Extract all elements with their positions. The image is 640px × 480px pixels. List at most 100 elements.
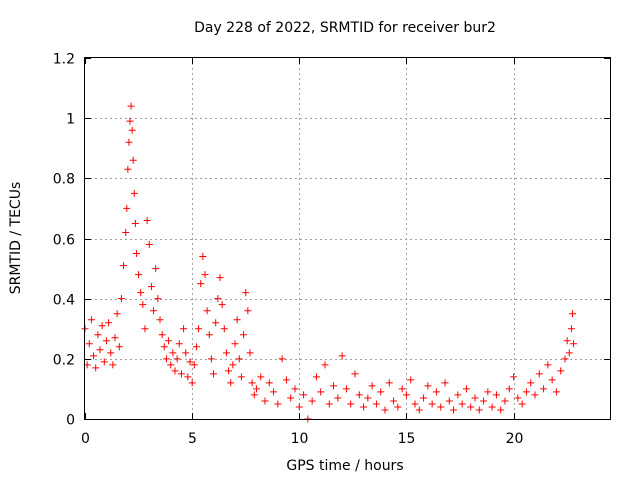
data-point (201, 271, 209, 279)
data-point (233, 316, 241, 324)
data-point (492, 391, 500, 399)
data-point (535, 370, 543, 378)
data-point (342, 385, 350, 393)
data-point (274, 400, 282, 408)
data-point (420, 394, 428, 402)
data-point (237, 373, 245, 381)
data-point (158, 331, 166, 339)
data-points (81, 102, 578, 423)
data-point (246, 349, 254, 357)
data-point (229, 361, 237, 369)
data-point (317, 388, 325, 396)
data-point (510, 373, 518, 381)
data-point (135, 271, 143, 279)
data-point (287, 394, 295, 402)
y-tick-label: 0 (66, 413, 75, 429)
data-point (265, 379, 273, 387)
data-point (145, 241, 153, 249)
data-point (364, 394, 372, 402)
data-point (147, 283, 155, 291)
data-point (398, 385, 406, 393)
data-point (454, 391, 462, 399)
data-point (100, 358, 108, 366)
data-point (372, 400, 380, 408)
data-point (210, 370, 218, 378)
data-point (381, 406, 389, 414)
data-point (407, 376, 415, 384)
y-tick-label: 1.2 (53, 52, 75, 68)
data-point (250, 391, 258, 399)
data-point (312, 373, 320, 381)
data-point (282, 376, 290, 384)
data-point (480, 397, 488, 405)
data-point (415, 406, 423, 414)
data-point (557, 367, 565, 375)
data-point (231, 340, 239, 348)
data-point (124, 165, 132, 173)
data-point (167, 361, 175, 369)
x-tick-label: 5 (188, 431, 197, 447)
data-point (184, 373, 192, 381)
data-point (497, 406, 505, 414)
data-point (467, 403, 475, 411)
axis-ticks: 0 0.2 0.4 0.6 0.8 1 1.2 0 5 10 15 20 (53, 52, 610, 447)
data-point (214, 295, 222, 303)
data-point (132, 250, 140, 258)
data-point (212, 319, 220, 327)
data-point (141, 325, 149, 333)
data-point (390, 397, 398, 405)
grid (85, 58, 610, 419)
data-point (471, 394, 479, 402)
data-point (450, 406, 458, 414)
data-point (248, 379, 256, 387)
data-point (437, 403, 445, 411)
data-point (522, 388, 530, 396)
data-point (154, 295, 162, 303)
data-point (347, 400, 355, 408)
data-point (458, 400, 466, 408)
data-point (162, 355, 170, 363)
data-point (175, 340, 183, 348)
data-point (441, 379, 449, 387)
data-point (129, 156, 137, 164)
x-tick-label: 20 (506, 431, 524, 447)
data-point (127, 102, 135, 110)
data-point (295, 403, 303, 411)
data-point (402, 391, 410, 399)
data-point (205, 331, 213, 339)
data-point (107, 349, 115, 357)
data-point (561, 355, 569, 363)
data-point (188, 379, 196, 387)
data-point (334, 394, 342, 402)
data-point (173, 355, 181, 363)
data-point (240, 331, 248, 339)
data-point (244, 307, 252, 315)
data-point (152, 265, 160, 273)
data-point (218, 301, 226, 309)
data-point (111, 334, 119, 342)
data-point (85, 340, 93, 348)
data-point (338, 352, 346, 360)
data-point (227, 379, 235, 387)
x-tick-label: 15 (398, 431, 416, 447)
data-point (199, 253, 207, 261)
data-point (130, 189, 138, 197)
data-point (171, 367, 179, 375)
data-point (330, 382, 338, 390)
data-point (252, 385, 260, 393)
chart-title: Day 228 of 2022, SRMTID for receiver bur… (194, 20, 496, 36)
data-point (261, 397, 269, 405)
data-point (220, 325, 228, 333)
plot-frame (84, 57, 611, 420)
data-point (203, 307, 211, 315)
data-point (462, 385, 470, 393)
data-point (445, 397, 453, 405)
data-point (216, 274, 224, 282)
data-point (156, 316, 164, 324)
data-point (128, 126, 136, 134)
data-point (325, 400, 333, 408)
data-point (308, 397, 316, 405)
data-point (165, 337, 173, 345)
y-tick-label: 0.6 (53, 233, 75, 249)
